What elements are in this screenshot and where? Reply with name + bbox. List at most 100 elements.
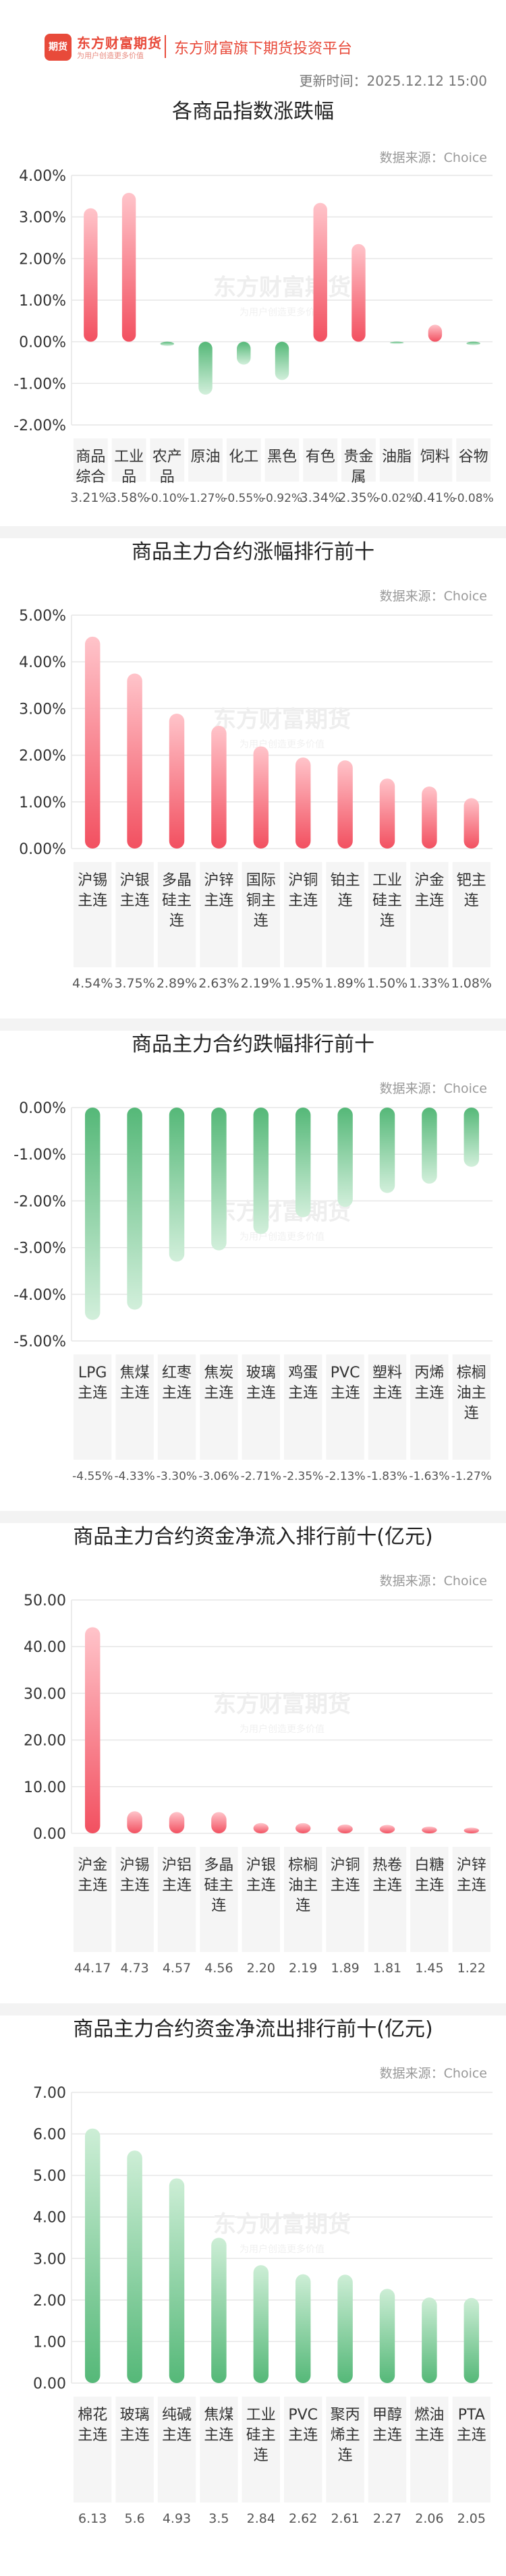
y-tick-label: 0.00%	[19, 1100, 66, 1117]
x-category-label: 工业	[114, 449, 144, 465]
x-category-label: 主连	[120, 892, 150, 909]
category-cell	[115, 862, 154, 967]
x-category-label: 主连	[162, 1385, 192, 1402]
category-cell	[115, 1354, 154, 1460]
y-tick-label: -3.00%	[13, 1240, 66, 1257]
watermark-text: 东方财富期货	[213, 275, 351, 302]
x-category-label: 主连	[246, 1877, 276, 1894]
y-tick-label: 1.00%	[19, 795, 66, 811]
y-tick-label: 3.00%	[19, 701, 66, 718]
data-label: 44.17	[74, 1961, 111, 1976]
data-label: -0.02%	[376, 492, 417, 505]
x-category-label: 棉花	[78, 2407, 107, 2424]
data-label: 4.73	[120, 1961, 148, 1976]
bar	[428, 324, 443, 342]
section-divider	[0, 1019, 506, 1031]
x-category-label: 连	[296, 1897, 310, 1914]
x-category-label: 原油	[191, 449, 221, 465]
category-cell	[200, 1354, 238, 1460]
data-label: -4.55%	[72, 1470, 113, 1483]
header-divider	[165, 35, 166, 58]
data-label: -1.27%	[451, 1470, 492, 1483]
x-category-label: 红枣	[162, 1365, 192, 1381]
x-category-label: 连	[254, 913, 269, 929]
x-category-label: 黑色	[267, 449, 297, 465]
category-cell	[284, 1354, 322, 1460]
watermark-text: 东方财富期货	[213, 1691, 351, 1718]
y-tick-label: 4.00	[33, 2210, 66, 2227]
x-category-label: 油主	[288, 1877, 318, 1894]
y-tick-label: 3.00	[33, 2251, 66, 2268]
bar	[352, 244, 366, 342]
x-category-label: 主连	[331, 1877, 360, 1894]
update-time: 更新时间：2025.12.12 15:00	[299, 73, 487, 89]
x-category-label: 棕榈	[457, 1365, 486, 1381]
x-category-label: 谷物	[459, 449, 488, 465]
y-tick-label: 1.00%	[19, 293, 66, 310]
category-cell	[74, 2397, 112, 2502]
brand-slogan: 为用户创造更多价值	[77, 51, 144, 60]
category-cell	[410, 1847, 449, 1952]
y-tick-label: 0.00%	[19, 335, 66, 351]
platform-tagline: 东方财富旗下期货投资平台	[174, 40, 353, 57]
category-cell	[284, 862, 322, 967]
data-label: 1.50%	[367, 976, 407, 991]
watermark-slogan: 为用户创造更多价值	[240, 307, 325, 318]
category-cell	[410, 2397, 449, 2502]
y-tick-label: 50.00	[24, 1593, 66, 1609]
x-category-label: 烯主	[331, 2427, 360, 2444]
bar	[237, 341, 251, 365]
data-label: 1.81	[373, 1961, 401, 1976]
bar	[463, 798, 480, 849]
bar	[422, 2297, 437, 2383]
bar	[84, 208, 98, 342]
category-cell	[284, 1847, 322, 1952]
bar	[313, 202, 327, 342]
x-category-label: 沪银	[120, 872, 150, 889]
watermark-text: 东方财富期货	[213, 2211, 351, 2238]
data-label: 1.45	[415, 1961, 443, 1976]
data-label: -3.30%	[157, 1470, 197, 1483]
bar	[295, 757, 311, 849]
data-label: -1.27%	[185, 492, 225, 505]
bar	[337, 760, 353, 849]
y-tick-label: -4.00%	[13, 1287, 66, 1304]
x-category-label: 主连	[120, 1385, 150, 1402]
category-cell	[115, 2397, 154, 2502]
bar	[198, 341, 213, 395]
x-category-label: 主连	[414, 1877, 444, 1894]
category-cell	[157, 862, 196, 967]
bar	[121, 192, 136, 342]
category-cell	[111, 438, 146, 482]
y-tick-label: 1.00	[33, 2334, 66, 2351]
x-category-label: 连	[254, 2447, 269, 2464]
x-category-label: 沪金	[78, 1857, 107, 1874]
data-label: -2.13%	[325, 1470, 366, 1483]
x-category-label: 沪铝	[162, 1857, 192, 1874]
x-category-label: 沪锡	[120, 1857, 150, 1874]
x-category-label: 品	[121, 469, 136, 486]
category-cell	[452, 1847, 490, 1952]
bar	[463, 2297, 480, 2383]
section-divider	[0, 1511, 506, 1523]
chart-net-outflow: 商品主力合约资金净流出排行前十(亿元) 数据来源：Choice 0.00 1.00 2.…	[33, 2017, 493, 2526]
brand-logo-icon: 期货	[45, 34, 72, 61]
category-cell	[410, 1354, 449, 1460]
bar	[337, 2274, 353, 2383]
data-label: 2.20	[247, 1961, 275, 1976]
y-tick-label: -2.00%	[13, 418, 66, 434]
x-category-label: 主连	[204, 1385, 233, 1402]
bar	[84, 636, 101, 849]
bar	[84, 1108, 101, 1320]
x-category-label: 主连	[204, 892, 233, 909]
category-cell	[368, 1847, 407, 1952]
category-cell	[157, 1354, 196, 1460]
watermark-slogan: 为用户创造更多价值	[240, 2243, 325, 2255]
category-cell	[284, 2397, 322, 2502]
x-category-label: 主连	[288, 1385, 318, 1402]
x-category-label: PVC	[331, 1365, 360, 1381]
x-category-label: 连	[464, 892, 479, 909]
chart-section-index-change: 各商品指数涨跌幅 数据来源：Choice -2.00% -1.00% 0.00% 1.00…	[0, 94, 506, 526]
data-label: -0.08%	[453, 492, 494, 505]
